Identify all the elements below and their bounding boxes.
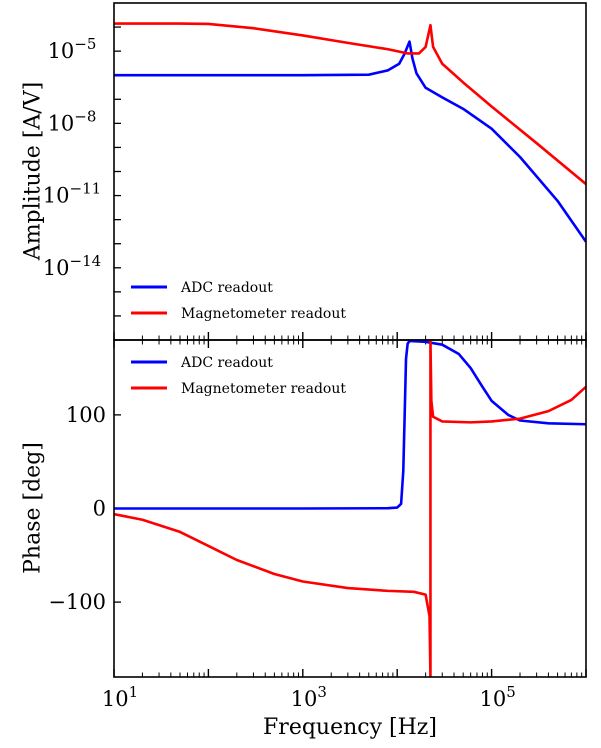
x-tick-label: 103 bbox=[291, 683, 327, 711]
amplitude-legend: ADC readout Magnetometer readout bbox=[131, 280, 346, 322]
amplitude-ytick-labels: 10−5 10−8 10−11 10−14 bbox=[43, 35, 101, 280]
phase-lines bbox=[114, 340, 586, 677]
y-tick-label: −100 bbox=[48, 590, 106, 614]
y-tick-label: 10−5 bbox=[48, 35, 97, 63]
phase-ytick-labels: 100 0 −100 bbox=[48, 403, 106, 614]
adc-phase-line bbox=[114, 340, 586, 510]
y-tick-label: 0 bbox=[93, 497, 106, 521]
phase-xlabel: Frequency [Hz] bbox=[263, 715, 437, 740]
legend-label-magnetometer: Magnetometer readout bbox=[181, 306, 346, 322]
adc-amplitude-line bbox=[114, 40, 586, 243]
magnetometer-phase-line bbox=[114, 340, 586, 677]
amplitude-lines bbox=[114, 22, 586, 243]
x-tick-label: 101 bbox=[102, 683, 138, 711]
amplitude-panel: 10−5 10−8 10−11 10−14 Amplitude [A/V] ADC r… bbox=[21, 2, 587, 341]
magnetometer-amplitude-line bbox=[114, 22, 586, 186]
legend-label-adc: ADC readout bbox=[180, 280, 273, 296]
phase-legend: ADC readout Magnetometer readout bbox=[131, 355, 346, 397]
y-tick-label: 10−8 bbox=[48, 107, 97, 135]
y-tick-label: 100 bbox=[66, 403, 106, 427]
x-tick-label: 105 bbox=[479, 683, 515, 711]
phase-xtick-labels: 101 103 105 bbox=[102, 683, 516, 711]
y-tick-label: 10−14 bbox=[43, 252, 101, 280]
phase-frame bbox=[113, 339, 587, 678]
y-tick-label: 10−11 bbox=[43, 180, 101, 208]
legend-label-adc: ADC readout bbox=[180, 355, 273, 371]
amplitude-ylabel: Amplitude [A/V] bbox=[21, 82, 46, 261]
legend-label-magnetometer: Magnetometer readout bbox=[181, 381, 346, 397]
phase-ylabel: Phase [deg] bbox=[21, 442, 46, 574]
phase-panel: 100 0 −100 101 103 105 Phase [deg] Frequency… bbox=[21, 339, 587, 740]
